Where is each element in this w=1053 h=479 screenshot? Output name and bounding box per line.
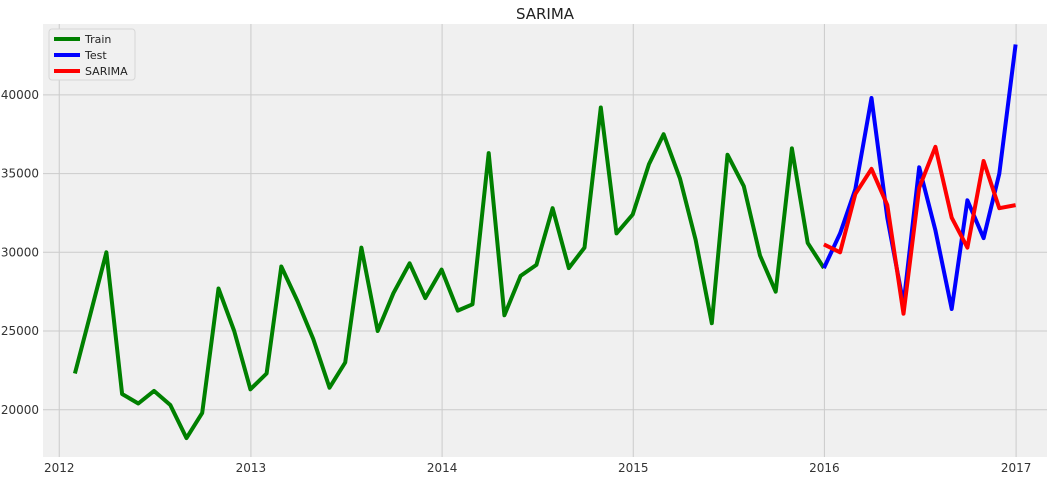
series-line-test — [822, 44, 1018, 311]
y-tick-label: 35000 — [1, 167, 39, 181]
legend-box — [48, 28, 136, 81]
y-tick-label: 20000 — [1, 403, 39, 417]
y-tick-label: 40000 — [1, 88, 39, 102]
x-tick-label: 2016 — [809, 461, 840, 475]
chart-title: SARIMA — [516, 5, 575, 23]
legend: Train Test SARIMA — [48, 28, 136, 81]
legend-label: Train — [84, 33, 111, 46]
series-line-train — [72, 105, 826, 441]
x-tick-label: 2015 — [618, 461, 649, 475]
legend-label: Test — [84, 49, 107, 62]
x-tick-label: 2014 — [427, 461, 458, 475]
x-axis-ticks: 2012 2013 2014 2015 2016 2017 — [44, 461, 1031, 475]
x-tick-label: 2017 — [1001, 461, 1032, 475]
y-tick-label: 25000 — [1, 324, 39, 338]
x-tick-label: 2013 — [236, 461, 267, 475]
series-line-sarima — [823, 144, 1016, 316]
x-tick-label: 2012 — [44, 461, 75, 475]
y-axis-ticks: 20000 25000 30000 35000 40000 — [1, 88, 39, 417]
y-tick-label: 30000 — [1, 245, 39, 259]
legend-label: SARIMA — [85, 65, 128, 78]
series-lines — [72, 44, 1018, 441]
